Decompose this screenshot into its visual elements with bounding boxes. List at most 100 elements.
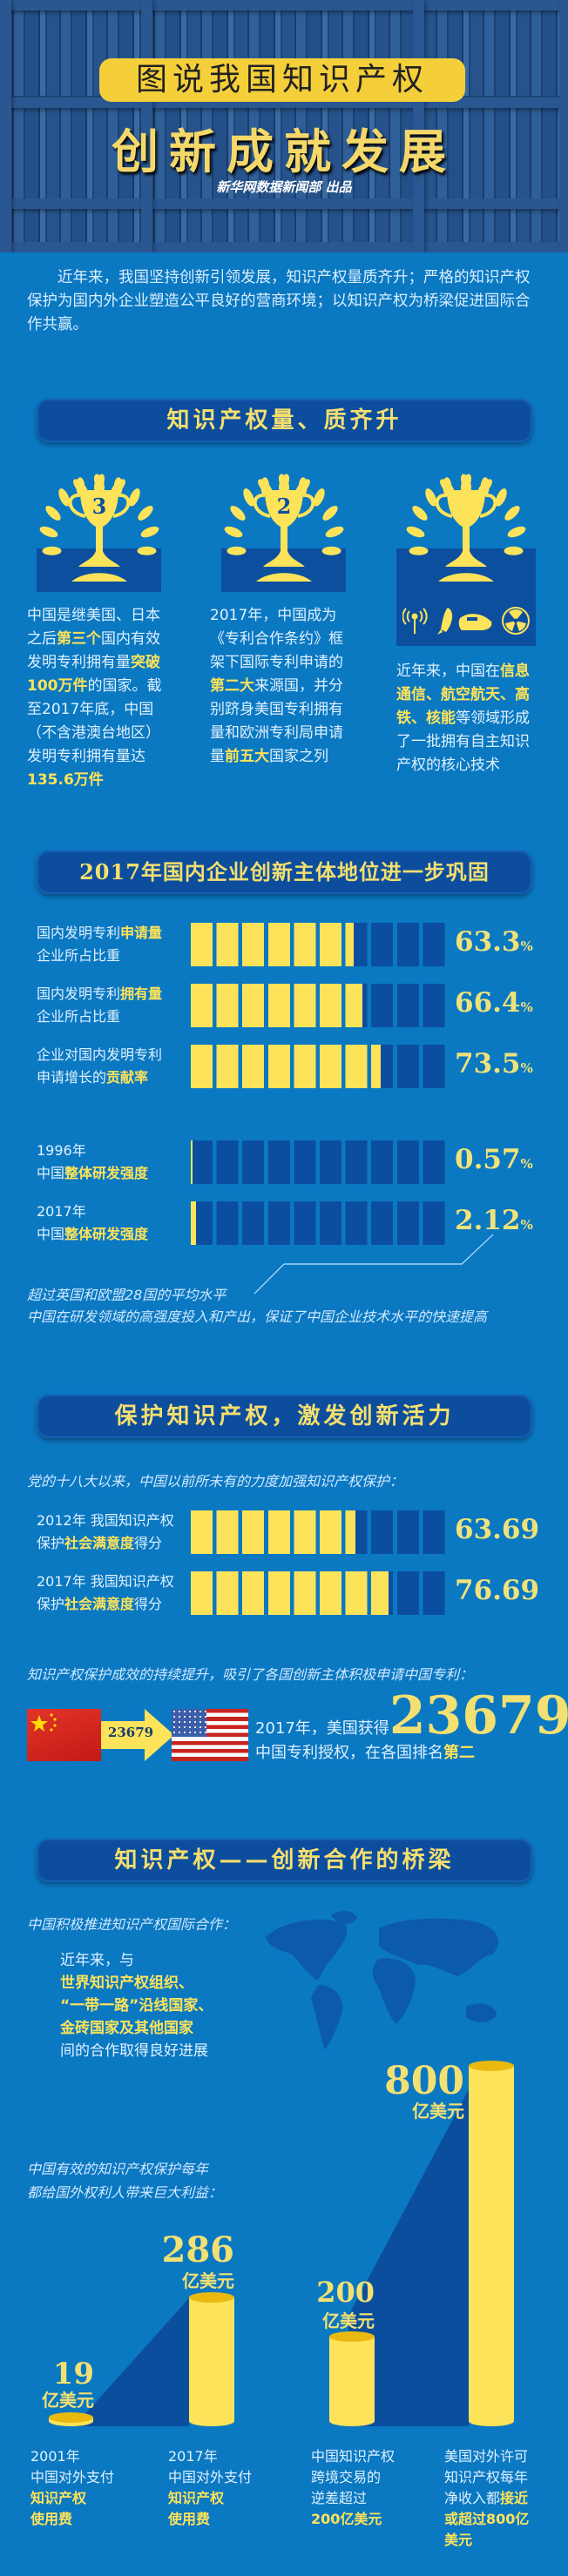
shelf-post — [559, 0, 568, 252]
bar-value-unit: % — [520, 999, 533, 1015]
highlight-text: 社会满意度 — [64, 1596, 135, 1612]
text-segment: 得分 — [134, 1596, 163, 1612]
highlight-text: 第二大 — [210, 677, 254, 695]
bar-value-unit: % — [520, 1156, 533, 1172]
text-segment: 2017年，中国成为《专利合作条约》框架下国际专利申请的 — [210, 607, 343, 671]
trophy-laurel-icon: 2 — [221, 464, 347, 595]
text-segment: 2017年 中国对外支付 — [168, 2448, 253, 2485]
cylinder-value: 19 — [52, 2357, 94, 2392]
bar-segment-gaps — [191, 1571, 449, 1615]
bar-value-number: 66.4 — [455, 987, 521, 1019]
bar-value-number: 76.69 — [455, 1575, 540, 1606]
trophy-rank-number: 2 — [276, 494, 292, 519]
section-title-bridge: 知识产权——创新合作的桥梁 — [37, 1839, 532, 1882]
text-segment: 2001年 中国对外支付 — [30, 2448, 115, 2485]
shelf-board — [0, 198, 568, 209]
highlight-text: 135.6万件 — [27, 771, 104, 789]
bar-value-unit: % — [520, 938, 533, 954]
text-segment: 间的合作取得良好进展 — [60, 2042, 208, 2060]
shelf-post — [0, 0, 11, 252]
highlight-text: 整体研发强度 — [64, 1226, 149, 1242]
bar-segment-gaps — [191, 1201, 449, 1245]
hero-bookshelf-banner: 图说我国知识产权 创新成就发展 新华网数据新闻部 出品 — [0, 0, 568, 252]
bar-value: 0.57% — [455, 1144, 533, 1175]
cylinder-value: 800 — [384, 2059, 464, 2103]
world-map-icon — [266, 1911, 499, 2050]
bar-label: 国内发明专利拥有量 企业所占比重 — [37, 983, 162, 1028]
bar-label: 1996年 中国整体研发强度 — [37, 1140, 148, 1185]
cylinder-caption: 中国知识产权 跨境交易的 逆差超过 200亿美元 — [311, 2446, 433, 2530]
bar-label: 2012年 我国知识产权 保护社会满意度得分 — [37, 1510, 174, 1555]
bar-track — [191, 1140, 449, 1184]
text-segment: 近年来，中国在 — [396, 662, 500, 680]
annotation-connector-line — [254, 1234, 494, 1295]
value-cylinder — [189, 2291, 234, 2426]
section-title-quantity-quality: 知识产权量、质齐升 — [37, 399, 532, 442]
cylinder-top — [49, 2412, 93, 2424]
highlight-text: 世界知识产权组织、 “一带一路” — [60, 1974, 193, 2014]
bar-segment-gaps — [191, 984, 449, 1027]
intro-paragraph: 近年来，我国坚持创新引领发展，知识产权量质齐升；严格的知识产权保护为国内外企业塑… — [27, 269, 531, 333]
bar-value: 66.4% — [455, 987, 533, 1019]
trophy-laurel-icon — [403, 464, 529, 595]
nuclear-icon — [502, 607, 530, 635]
value-cylinder — [329, 2331, 375, 2426]
tech-icons-row — [402, 606, 533, 636]
text-segment: 等领域形成了一批拥有自主知识产权的核心技术 — [396, 710, 530, 774]
bar-segment-gaps — [191, 1045, 449, 1088]
text-segment: 国内发明专利 — [37, 985, 121, 1002]
bar-track — [191, 1510, 449, 1554]
benefit-shadow-shapes — [74, 2089, 469, 2426]
bar-segment-gaps — [191, 1510, 449, 1554]
bar-value: 76.69 — [455, 1575, 539, 1606]
hero-credit: 新华网数据新闻部 出品 — [216, 179, 352, 195]
cooperation-text: 近年来，与 世界知识产权组织、 “一带一路”沿线国家、 金砖国家及其他国家 间的… — [60, 1949, 213, 2062]
highlight-text: 知识产权 使用费 — [168, 2490, 225, 2527]
cylinder-caption: 2001年 中国对外支付 知识产权 使用费 — [30, 2446, 152, 2530]
text-segment: 来源国，并分别跻身美国专利拥有量和欧洲专利局申请量 — [210, 677, 343, 765]
high-speed-train-icon — [458, 614, 492, 630]
cylinder-top — [469, 2061, 514, 2071]
cylinder-top — [329, 2331, 375, 2342]
bar-value-number: 2.12 — [455, 1205, 521, 1236]
trophy-laurel-icon: 3 — [37, 464, 162, 595]
cylinder-unit: 亿美元 — [412, 2101, 464, 2122]
bar-value-number: 73.5 — [455, 1048, 521, 1079]
bar-value: 73.5% — [455, 1048, 533, 1079]
benefit-lead-line-2: 都给国外权利人带来巨大利益： — [27, 2184, 223, 2201]
protection-lead: 党的十八大以来，中国以前所未有的力度加强知识产权保护： — [27, 1473, 404, 1490]
highlight-text: 整体研发强度 — [64, 1165, 149, 1181]
hero-pill-title: 图说我国知识产权 — [99, 58, 465, 102]
bar-track — [191, 1571, 449, 1615]
highlight-text: 申请量 — [120, 925, 163, 941]
text-segment: 2017年 中国 — [37, 1203, 86, 1242]
bar-label: 2017年 中国整体研发强度 — [37, 1201, 148, 1246]
text-segment: 企业对国内发明专利 申请增长的 — [37, 1046, 163, 1086]
text-segment: 企业所占比重 — [37, 947, 121, 964]
antenna-icon — [402, 608, 428, 634]
rd-note-line-2: 中国在研发领域的高强度投入和产出，保证了中国企业技术水平的快速提高 — [27, 1308, 488, 1325]
text-segment: 近年来，与 — [60, 1952, 134, 1969]
cylinder-caption: 2017年 中国对外支付 知识产权 使用费 — [168, 2446, 290, 2530]
fact-column-1: 中国是继美国、日本之后第三个国内有效发明专利拥有量突破100万件的国家。截至20… — [27, 604, 171, 792]
hero-main-title: 创新成就发展 — [112, 124, 456, 179]
bar-value-number: 63.3 — [455, 926, 521, 958]
rd-note-line-1: 超过英国和欧盟28国的平均水平 — [27, 1287, 227, 1303]
bar-track — [191, 1201, 449, 1245]
benefit-lead-line-1: 中国有效的知识产权保护每年 — [27, 2161, 209, 2177]
bar-segment-gaps — [191, 1140, 449, 1184]
cylinder-value: 286 — [161, 2229, 235, 2270]
text-segment: 2012年 我国知识产权 保护 — [37, 1512, 174, 1551]
shelf-board — [0, 0, 568, 10]
value-cylinder — [49, 2412, 93, 2426]
us-patent-prefix: 2017年，美国获得 — [255, 1719, 389, 1738]
us-patent-big-number: 23679 — [389, 1685, 568, 1746]
bar-label: 2017年 我国知识产权 保护社会满意度得分 — [37, 1570, 174, 1616]
bar-track — [191, 984, 449, 1027]
china-flag-icon — [27, 1709, 101, 1761]
bookshelf-row — [0, 108, 568, 198]
highlight-text: 拥有量 — [120, 985, 163, 1002]
bar-track — [191, 1045, 449, 1088]
cylinder-caption: 美国对外许可 知识产权每年 净收入都接近 或超过800亿 美元 — [444, 2446, 566, 2551]
bar-value: 2.12% — [455, 1205, 533, 1236]
